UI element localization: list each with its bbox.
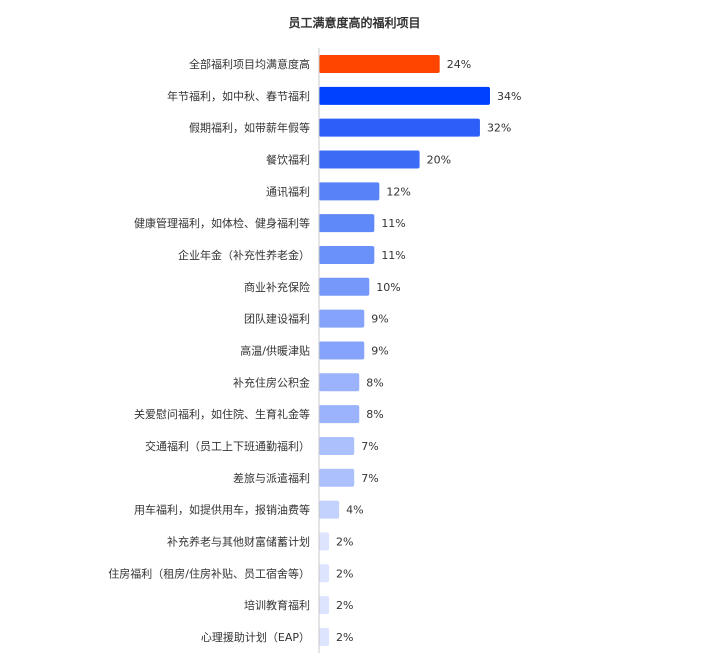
category-label: 高温/供暖津贴 <box>240 343 310 357</box>
value-label: 7% <box>361 472 378 485</box>
value-label: 4% <box>346 504 363 517</box>
bar <box>319 405 360 424</box>
chart-title: 员工满意度高的福利项目 <box>288 16 421 30</box>
category-label: 企业年金（补充性养老金） <box>178 248 310 262</box>
value-label: 8% <box>366 408 383 421</box>
bar <box>319 214 375 233</box>
category-label: 补充养老与其他财富储蓄计划 <box>167 534 310 548</box>
bar <box>319 309 365 328</box>
value-label: 7% <box>361 440 378 453</box>
value-label: 2% <box>336 599 353 612</box>
value-label: 2% <box>336 535 353 548</box>
value-label: 34% <box>497 90 521 103</box>
category-label: 关爱慰问福利，如住院、生育礼金等 <box>134 407 310 421</box>
bar <box>319 468 355 487</box>
value-label: 32% <box>487 122 511 135</box>
value-label: 2% <box>336 567 353 580</box>
bar <box>319 373 360 392</box>
value-label: 8% <box>366 376 383 389</box>
bar <box>319 182 380 201</box>
value-label: 24% <box>447 58 471 71</box>
category-label: 住房福利（租房/住房补贴、员工宿舍等） <box>108 566 310 580</box>
bar <box>319 564 330 583</box>
category-label: 培训教育福利 <box>244 598 310 612</box>
bar <box>319 277 370 296</box>
value-label: 12% <box>386 185 410 198</box>
bar <box>319 341 365 360</box>
category-label: 商业补充保险 <box>244 280 310 294</box>
bar <box>319 86 490 105</box>
bar <box>319 532 330 551</box>
value-label: 11% <box>381 217 405 230</box>
category-label: 补充住房公积金 <box>233 375 310 389</box>
bar <box>319 118 480 137</box>
category-label: 年节福利，如中秋、春节福利 <box>167 89 310 103</box>
value-label: 11% <box>381 249 405 262</box>
category-label: 餐饮福利 <box>266 152 310 166</box>
bar <box>319 500 340 519</box>
value-label: 20% <box>427 153 451 166</box>
value-label: 2% <box>336 631 353 644</box>
category-label: 健康管理福利，如体检、健身福利等 <box>134 216 310 230</box>
bar <box>319 436 355 455</box>
bar <box>319 150 420 169</box>
bar <box>319 627 330 646</box>
category-label: 通讯福利 <box>266 184 310 198</box>
value-label: 10% <box>376 281 400 294</box>
bar <box>319 596 330 615</box>
bar <box>319 55 440 73</box>
category-label: 假期福利，如带薪年假等 <box>189 121 310 135</box>
category-label: 用车福利，如提供用车，报销油费等 <box>134 503 310 517</box>
category-label: 全部福利项目均满意度高 <box>189 57 310 71</box>
value-label: 9% <box>371 344 388 357</box>
category-label: 差旅与派遣福利 <box>233 471 310 485</box>
value-label: 9% <box>371 313 388 326</box>
category-label: 交通福利（员工上下班通勤福利） <box>145 439 310 453</box>
category-label: 团队建设福利 <box>244 312 310 326</box>
category-label: 心理援助计划（EAP） <box>201 630 310 644</box>
bar <box>319 245 375 264</box>
